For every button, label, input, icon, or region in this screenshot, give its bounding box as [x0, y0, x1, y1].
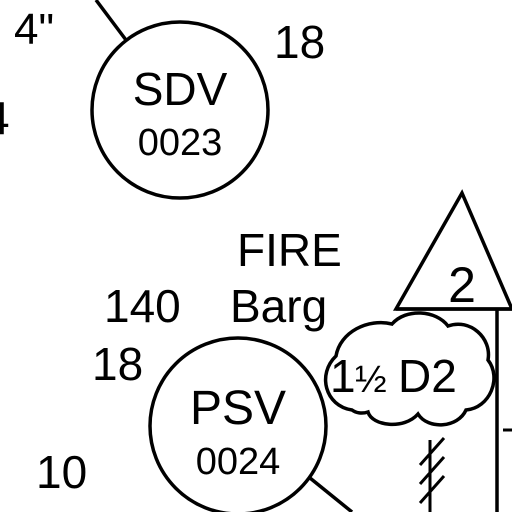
hatch-mark-3: [418, 475, 446, 504]
sdv-number: 0023: [138, 122, 223, 164]
psv-instrument-bubble[interactable]: PSV 0024: [148, 336, 328, 512]
sdv-instrument-bubble[interactable]: SDV 0023: [90, 20, 270, 200]
revision-triangle: 2: [392, 189, 512, 313]
sdv-tag: SDV: [133, 63, 228, 115]
hatch-mark-1: [418, 437, 446, 466]
cloud-label-suffix: D2: [398, 350, 457, 402]
process-line-to-sdv: [94, 0, 128, 42]
sdv-circle: [90, 20, 270, 200]
psv-outlet-line: [308, 476, 354, 512]
cloud-label-prefix: 1: [330, 350, 356, 402]
set-pressure-unit: Barg: [230, 280, 327, 332]
condition-label: FIRE: [237, 224, 342, 276]
set-pressure-value: 140: [104, 280, 181, 332]
bottom-left-value: 10: [36, 446, 87, 498]
hatch-marks: [418, 437, 446, 512]
partial-left-label: 4: [0, 92, 10, 144]
psv-tag: PSV: [190, 382, 286, 435]
revision-cloud: 1 ½ D2: [323, 311, 496, 427]
line-size-label: 4": [14, 5, 54, 54]
psv-circle: [148, 336, 328, 512]
cloud-label-fraction: ½: [355, 359, 387, 401]
revision-number: 2: [448, 257, 476, 313]
psv-reference-label: 18: [92, 338, 143, 390]
hatch-mark-2: [418, 456, 446, 485]
sdv-reference-label: 18: [274, 16, 325, 68]
psv-number: 0024: [196, 441, 281, 483]
cloud-outline: [323, 311, 496, 427]
